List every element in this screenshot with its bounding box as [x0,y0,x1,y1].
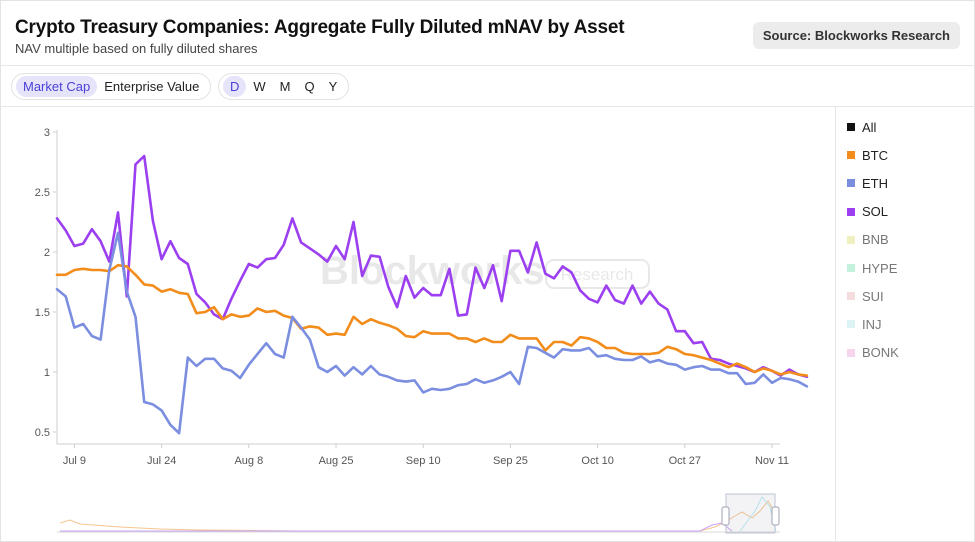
range-navigator[interactable] [57,493,780,534]
x-tick-label: Sep 10 [406,455,441,467]
legend-label: SUI [862,288,884,304]
source-badge[interactable]: Source: Blockworks Research [752,22,960,49]
chart-area: Blockworks Research 0.5 1 1.5 2 2.5 3 Jul 9 Jul… [0,107,836,542]
legend-swatch [847,207,855,216]
navigator-right-handle[interactable] [771,506,780,526]
legend-label: HYPE [862,260,898,276]
legend-label: All [862,119,877,135]
series-line-sol[interactable] [55,154,809,379]
y-tick-label: 2.5 [35,187,50,199]
series-line-btc[interactable] [55,263,809,377]
legend-swatch [847,123,855,132]
legend-item-eth[interactable]: ETH [847,169,899,197]
legend-label: BNB [862,232,889,248]
navigator-sol-line [60,522,733,532]
y-tick-label: 1.5 [35,307,50,319]
line-chart[interactable]: Blockworks Research 0.5 1 1.5 2 2.5 3 Jul 9 Jul… [0,107,836,542]
period-w-button[interactable]: W [253,79,266,94]
legend: All BTC ETH SOL BNB HYPE SUI INJ BONK [847,113,899,367]
period-d-button[interactable]: D [223,76,247,97]
toolbar-divider [0,106,975,107]
x-tick-label: Aug 8 [234,455,263,467]
market-cap-button[interactable]: Market Cap [16,76,98,97]
legend-label: BONK [862,345,899,361]
legend-item-bonk[interactable]: BONK [847,339,899,367]
x-tick-label: Nov 11 [755,455,789,467]
legend-item-inj[interactable]: INJ [847,310,899,338]
navigator-left-handle[interactable] [721,506,730,526]
watermark: Blockworks Research [320,249,650,293]
legend-item-btc[interactable]: BTC [847,141,899,169]
header-divider [0,65,975,66]
legend-item-all[interactable]: All [847,113,899,141]
chart-subtitle: NAV multiple based on fully diluted shar… [15,41,258,56]
y-tick-label: 0.5 [35,427,50,439]
x-tick-label: Jul 24 [147,455,176,467]
enterprise-value-button[interactable]: Enterprise Value [104,79,200,94]
period-y-button[interactable]: Y [328,79,338,94]
chart-title: Crypto Treasury Companies: Aggregate Ful… [15,17,625,38]
watermark-tag: Research [561,265,634,284]
legend-swatch [847,264,855,273]
legend-swatch [847,235,855,244]
period-toggle: D W M Q Y [218,73,350,100]
series-lines [55,154,809,435]
legend-label: INJ [862,316,882,332]
y-tick-label: 2 [44,247,50,259]
x-tick-label: Aug 25 [319,455,354,467]
legend-label: SOL [862,204,889,220]
legend-swatch [847,179,855,188]
legend-swatch [847,151,855,160]
y-tick-label: 3 [44,127,50,139]
legend-label: ETH [862,175,888,191]
period-q-button[interactable]: Q [304,79,315,94]
legend-item-sol[interactable]: SOL [847,198,899,226]
navigator-window[interactable] [725,493,776,534]
x-tick-label: Jul 9 [63,455,86,467]
legend-label: BTC [862,147,888,163]
legend-item-bnb[interactable]: BNB [847,226,899,254]
metric-toggle: Market Cap Enterprise Value [11,73,212,100]
legend-swatch [847,348,855,357]
navigator-btc-line [59,500,776,532]
x-tick-label: Oct 27 [669,455,701,467]
period-m-button[interactable]: M [279,79,291,94]
x-tick-label: Sep 25 [493,455,528,467]
legend-item-hype[interactable]: HYPE [847,254,899,282]
legend-item-sui[interactable]: SUI [847,282,899,310]
x-tick-label: Oct 10 [581,455,613,467]
legend-swatch [847,292,855,301]
legend-swatch [847,320,855,329]
axes: 0.5 1 1.5 2 2.5 3 Jul 9 Jul 24 Aug 8 Aug 25 Sep 10… [35,127,789,467]
y-tick-label: 1 [44,367,50,379]
series-line-eth[interactable] [55,231,809,435]
